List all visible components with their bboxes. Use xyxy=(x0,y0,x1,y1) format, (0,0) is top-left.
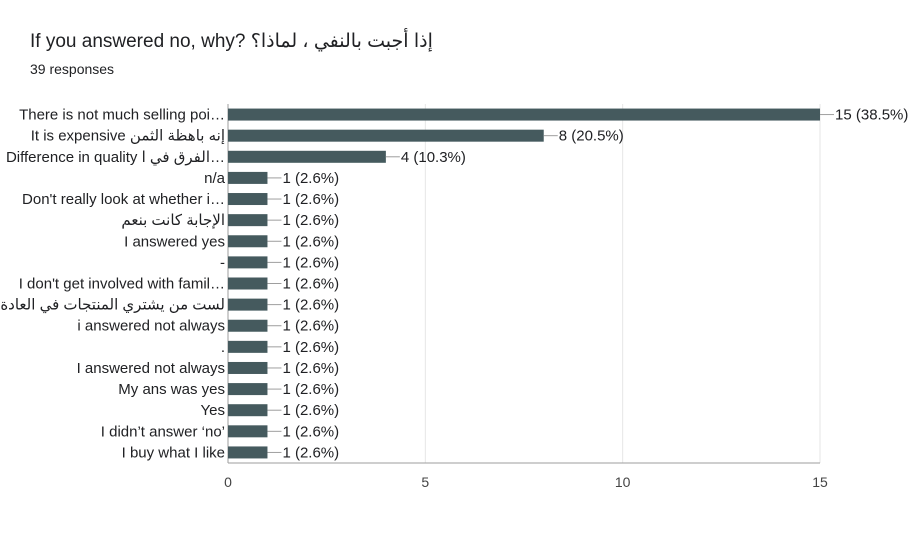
value-label: 1 (2.6%) xyxy=(282,381,339,398)
value-label: 1 (2.6%) xyxy=(282,170,339,187)
bar xyxy=(228,235,268,248)
bar xyxy=(228,298,268,311)
category-label: There is not much selling poi… xyxy=(19,107,225,124)
value-label: 1 (2.6%) xyxy=(282,212,339,229)
category-label: I answered yes xyxy=(124,233,225,250)
value-label: 1 (2.6%) xyxy=(282,402,339,419)
value-label: 15 (38.5%) xyxy=(835,107,908,124)
value-label: 1 (2.6%) xyxy=(282,339,339,356)
category-label: It is expensive إنه باهظة الثمن xyxy=(31,128,225,145)
bar xyxy=(228,340,268,353)
value-label: 1 (2.6%) xyxy=(282,297,339,314)
category-label: - xyxy=(220,254,225,271)
value-label: 1 (2.6%) xyxy=(282,318,339,335)
value-label: 8 (20.5%) xyxy=(559,128,624,145)
bar xyxy=(228,277,268,290)
bar xyxy=(228,150,386,163)
bar xyxy=(228,319,268,332)
category-label: Difference in quality الفرق في ا… xyxy=(6,149,225,167)
bar xyxy=(228,383,268,396)
chart-title: If you answered no, why? إذا أجبت بالنفي… xyxy=(30,31,433,52)
category-label: I buy what I like xyxy=(122,444,225,461)
x-tick-label: 0 xyxy=(224,474,232,490)
value-label: 1 (2.6%) xyxy=(282,254,339,271)
bar xyxy=(228,129,544,142)
value-label: 1 (2.6%) xyxy=(282,423,339,440)
category-label: Don't really look at whether i… xyxy=(22,191,225,208)
bar xyxy=(228,425,268,438)
bar xyxy=(228,214,268,227)
category-label: I don't get involved with famil… xyxy=(19,276,225,293)
category-label: I didn’t answer ‘no’ xyxy=(101,423,225,440)
category-label: n/a xyxy=(204,170,226,187)
bar xyxy=(228,404,268,417)
value-label: 1 (2.6%) xyxy=(282,191,339,208)
category-label: الإجابة كانت بنعم xyxy=(121,212,225,229)
category-label: Yes xyxy=(201,402,225,419)
category-label: لست من يشتري المنتجات في العادة xyxy=(0,297,225,315)
bar xyxy=(228,361,268,374)
value-label: 1 (2.6%) xyxy=(282,360,339,377)
value-label: 4 (10.3%) xyxy=(401,149,466,166)
category-label: i answered not always xyxy=(77,318,225,335)
x-tick-label: 5 xyxy=(421,474,429,490)
bar xyxy=(228,446,268,459)
value-label: 1 (2.6%) xyxy=(282,233,339,250)
bar xyxy=(228,171,268,184)
value-label: 1 (2.6%) xyxy=(282,276,339,293)
category-label: My ans was yes xyxy=(118,381,225,398)
value-label: 1 (2.6%) xyxy=(282,444,339,461)
x-tick-label: 10 xyxy=(615,474,631,490)
bar xyxy=(228,108,820,121)
category-label: . xyxy=(221,339,225,356)
category-label: I answered not always xyxy=(77,360,225,377)
x-tick-label: 15 xyxy=(812,474,828,490)
bar xyxy=(228,256,268,269)
response-count: 39 responses xyxy=(30,61,115,77)
bar xyxy=(228,193,268,206)
